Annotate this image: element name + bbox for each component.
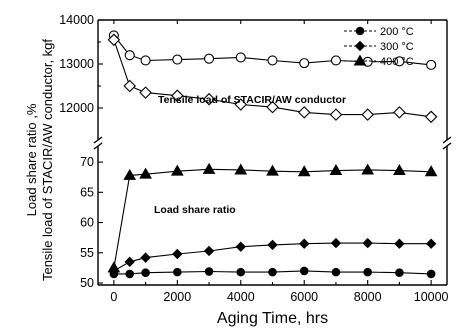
y-bottom-tick-label: 60 [80,216,94,230]
marker-filled-circle [395,268,404,278]
marker-filled-circle [141,268,150,278]
share-series-line [113,168,432,268]
y-axis-label-top: Tensile load of STACIR/AW conductor, kgf [40,39,55,281]
marker-filled-circle [204,267,214,276]
marker-open-diamond [266,100,279,114]
legend-label: 300 °C [380,41,414,53]
x-tick-label: 10000 [414,290,449,304]
marker-open-diamond [171,89,184,102]
x-tick-label: 4000 [227,290,255,304]
marker-filled-circle [355,26,365,36]
y-axis-label-bottom: Load share ratio ,% [24,103,39,216]
annotation-share: Load share ratio [154,204,236,216]
y-bottom-tick-label: 50 [80,276,94,290]
marker-filled-triangle [234,163,248,175]
marker-open-diamond [424,110,438,124]
marker-filled-circle [236,267,246,277]
axes-layer [93,19,452,286]
axis-break-right [442,136,452,150]
marker-open-circle [203,53,215,64]
marker-open-diamond [329,108,343,121]
marker-open-diamond [234,98,248,111]
marker-open-circle [140,55,151,66]
legend-label: 200 °C [380,26,414,38]
marker-filled-circle [173,267,182,277]
legend-label: 400 °C [380,56,414,68]
marker-filled-triangle [107,261,121,273]
marker-open-diamond [107,33,121,47]
y-top-tick-label: 12000 [59,101,94,115]
marker-filled-triangle [361,163,375,175]
marker-open-circle [299,58,310,69]
marker-open-circle [267,55,278,66]
marker-filled-diamond [235,241,246,252]
marker-filled-diamond [425,238,437,249]
marker-filled-diamond [203,245,215,257]
marker-open-diamond [393,106,406,119]
marker-open-circle [172,54,183,65]
marker-filled-triangle [297,165,311,177]
marker-filled-circle [363,267,372,277]
marker-filled-circle [426,269,436,279]
x-tick-label: 2000 [163,290,191,304]
marker-filled-triangle [353,54,367,66]
marker-filled-diamond [362,237,373,249]
marker-filled-triangle [170,164,184,176]
x-tick-label: 8000 [354,290,382,304]
marker-filled-triangle [393,164,406,176]
marker-open-diamond [297,106,311,119]
text-layer: 0 2000 4000 6000 8000 10000 12000 13000 14000 50 5… [24,13,449,327]
marker-filled-diamond [140,252,151,263]
marker-filled-circle [299,266,309,276]
marker-filled-diamond [394,238,405,249]
marker-open-circle [124,50,135,61]
tensile-series-1 [107,33,438,124]
marker-filled-diamond [172,248,183,260]
marker-filled-diamond [267,239,278,251]
marker-open-circle [394,56,405,67]
marker-filled-circle [268,267,277,277]
y-bottom-tick-label: 70 [80,155,94,169]
marker-open-diamond [361,108,374,121]
x-axis-label: Aging Time, hrs [217,310,328,327]
marker-open-circle [330,55,342,66]
marker-filled-triangle [139,167,152,179]
x-tick-label: 0 [110,290,117,304]
marker-filled-diamond [124,256,135,268]
marker-filled-triangle [202,162,216,174]
legend: 200 °C 300 °C 400 °C [344,26,414,68]
marker-filled-diamond [354,40,366,52]
series-layer [107,30,438,279]
tensile-series-0 [108,30,437,70]
x-tick-label: 6000 [290,290,318,304]
y-bottom-tick-label: 65 [80,185,94,199]
marker-filled-triangle [266,164,279,176]
marker-open-circle [426,59,437,70]
marker-filled-triangle [123,168,137,180]
marker-open-diamond [123,79,137,93]
marker-filled-diamond [330,237,342,249]
annotation-tensile: Tensile load of STACIR/AW conductor [158,94,346,106]
marker-open-diamond [202,92,216,106]
y-top-tick-label: 14000 [59,13,94,27]
marker-filled-triangle [424,165,438,177]
marker-filled-triangle [329,164,343,176]
marker-filled-circle [331,267,341,277]
marker-open-circle [235,52,246,63]
marker-open-diamond [139,86,152,99]
marker-filled-circle [125,269,135,279]
axis-break-left [93,136,103,150]
marker-filled-diamond [299,238,310,249]
share-series-2 [107,162,438,273]
y-bottom-tick-label: 55 [80,246,94,260]
share-series-0 [109,266,436,279]
y-top-tick-label: 13000 [59,57,94,71]
